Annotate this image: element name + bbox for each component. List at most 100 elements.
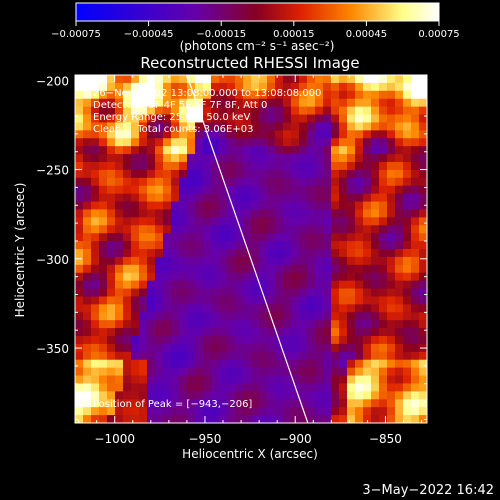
- heatmap-cell: [147, 146, 156, 155]
- heatmap-cell: [259, 169, 268, 179]
- heatmap-cell: [403, 146, 412, 155]
- heatmap-cell: [91, 146, 100, 155]
- heatmap-cell: [307, 233, 316, 242]
- heatmap-cell: [219, 130, 228, 139]
- heatmap-cell: [315, 351, 324, 361]
- heatmap-cell: [371, 185, 380, 195]
- heatmap-cell: [131, 415, 140, 423]
- heatmap-cell: [179, 90, 188, 100]
- heatmap-cell: [243, 367, 252, 377]
- heatmap-cell: [387, 288, 396, 298]
- heatmap-cell: [339, 391, 348, 400]
- footer-timestamp: 3−May−2022 16:42: [362, 483, 494, 498]
- heatmap-cell: [283, 296, 292, 305]
- heatmap-cell: [75, 130, 84, 139]
- heatmap-cell: [203, 209, 212, 218]
- heatmap-cell: [267, 201, 276, 211]
- heatmap-cell: [163, 241, 172, 250]
- heatmap-cell: [291, 249, 300, 258]
- heatmap-cell: [355, 288, 364, 298]
- heatmap-cell: [83, 407, 92, 416]
- heatmap-cell: [179, 312, 188, 321]
- heatmap-cell: [411, 98, 420, 108]
- heatmap-cell: [275, 296, 284, 305]
- heatmap-cell: [91, 169, 100, 179]
- heatmap-cell: [99, 249, 108, 258]
- heatmap-cell: [139, 90, 148, 100]
- heatmap-cell: [371, 233, 380, 242]
- heatmap-cell: [99, 209, 108, 218]
- heatmap-cell: [115, 264, 124, 274]
- heatmap-cell: [419, 296, 427, 305]
- heatmap-cell: [91, 225, 100, 234]
- heatmap-cell: [131, 233, 140, 242]
- heatmap-cell: [75, 415, 84, 423]
- heatmap-cell: [283, 169, 292, 179]
- heatmap-cell: [91, 312, 100, 321]
- heatmap-cell: [323, 383, 332, 392]
- heatmap-cell: [347, 359, 356, 369]
- heatmap-cell: [123, 114, 132, 124]
- heatmap-cell: [163, 217, 172, 226]
- heatmap-cell: [339, 90, 348, 100]
- heatmap-cell: [155, 162, 164, 171]
- heatmap-cell: [259, 407, 268, 416]
- heatmap-cell: [363, 114, 372, 124]
- heatmap-cell: [291, 280, 300, 290]
- heatmap-cell: [411, 320, 420, 329]
- heatmap-cell: [211, 138, 220, 147]
- heatmap-cell: [75, 138, 84, 147]
- heatmap-cell: [395, 98, 404, 108]
- heatmap-cell: [115, 185, 124, 195]
- heatmap-cell: [259, 296, 268, 305]
- heatmap-cell: [219, 280, 228, 290]
- heatmap-cell: [115, 209, 124, 218]
- heatmap-cell: [227, 233, 236, 242]
- heatmap-cell: [339, 130, 348, 139]
- heatmap-cell: [315, 146, 324, 155]
- heatmap-cell: [179, 122, 188, 131]
- heatmap-cell: [259, 114, 268, 124]
- heatmap-cell: [83, 415, 92, 423]
- heatmap-cell: [259, 201, 268, 211]
- heatmap-cell: [411, 217, 420, 226]
- heatmap-cell: [323, 146, 332, 155]
- heatmap-cell: [291, 98, 300, 108]
- heatmap-cell: [323, 138, 332, 147]
- heatmap-cell: [259, 98, 268, 108]
- heatmap-cell: [323, 304, 332, 313]
- heatmap-cell: [355, 383, 364, 392]
- heatmap-cell: [419, 359, 427, 369]
- heatmap-cell: [363, 225, 372, 234]
- heatmap-cell: [259, 233, 268, 242]
- heatmap-cell: [347, 375, 356, 385]
- heatmap-cell: [395, 367, 404, 377]
- heatmap-cell: [387, 343, 396, 353]
- heatmap-cell: [339, 249, 348, 258]
- heatmap-cell: [243, 98, 252, 108]
- heatmap-cell: [331, 193, 340, 203]
- heatmap-cell: [235, 399, 244, 408]
- heatmap-cell: [355, 209, 364, 218]
- heatmap-cell: [219, 185, 228, 195]
- heatmap-cell: [267, 272, 276, 282]
- heatmap-cell: [147, 336, 156, 345]
- heatmap-cell: [99, 193, 108, 203]
- heatmap-cell: [291, 106, 300, 116]
- heatmap-cell: [227, 272, 236, 282]
- heatmap-cell: [75, 399, 84, 408]
- heatmap-cell: [179, 328, 188, 337]
- heatmap-cell: [235, 193, 244, 203]
- heatmap-cell: [195, 264, 204, 274]
- heatmap-cell: [75, 256, 84, 266]
- heatmap-cell: [219, 138, 228, 147]
- heatmap-cell: [203, 146, 212, 155]
- heatmap-cell: [203, 272, 212, 282]
- heatmap-cell: [147, 304, 156, 313]
- heatmap-cell: [131, 264, 140, 274]
- y-tick-label: −300: [36, 253, 69, 267]
- heatmap-cell: [363, 209, 372, 218]
- heatmap-cell: [243, 407, 252, 416]
- heatmap-cell: [347, 296, 356, 305]
- heatmap-cell: [371, 383, 380, 392]
